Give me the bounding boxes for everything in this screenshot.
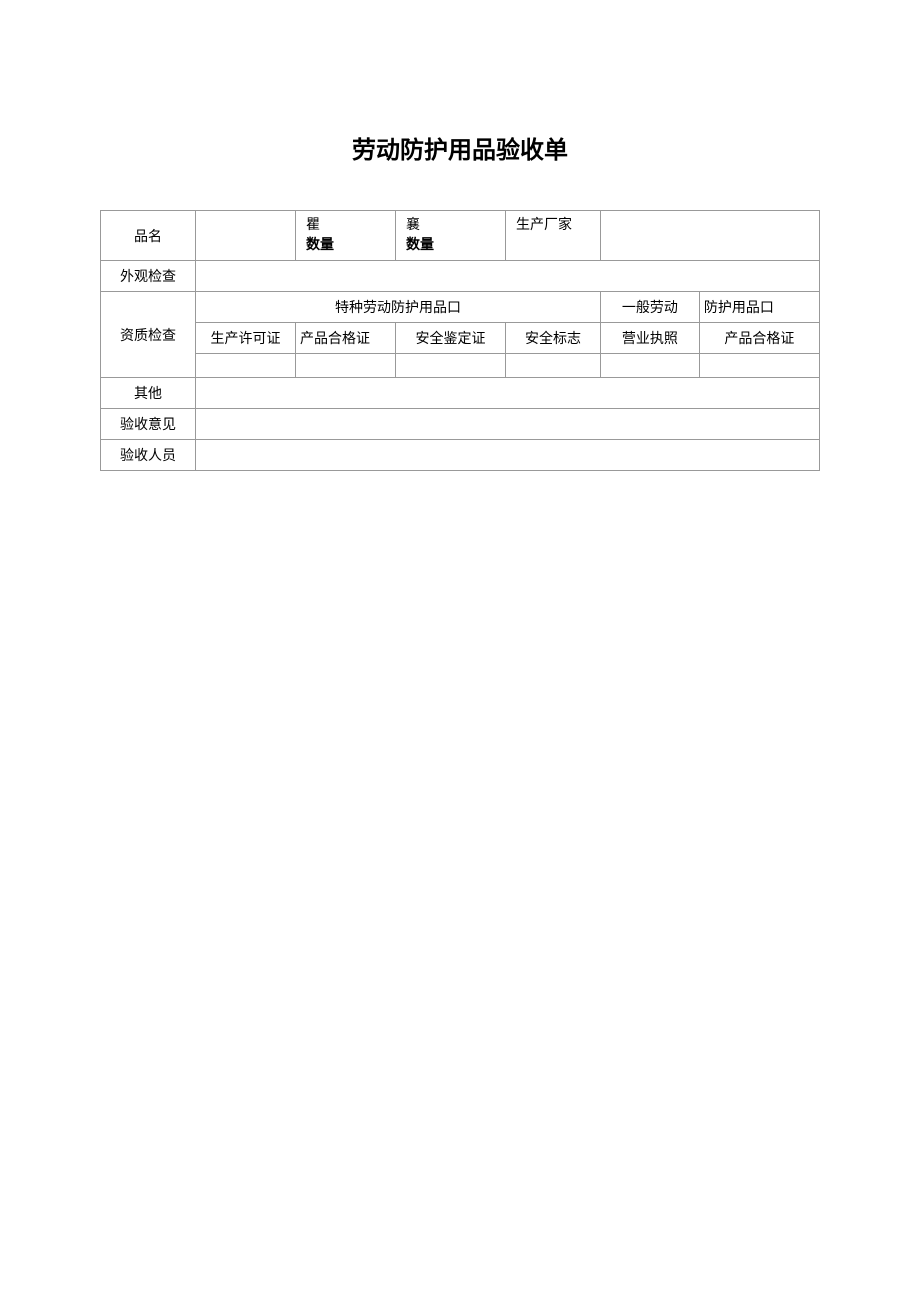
cell-product-cert1: 产品合格证 [296, 323, 396, 354]
inspection-table: 品名 瞿 数量 襄 数量 生产厂家 外观检查 资质检查 特种劳动防护用品口 一般… [100, 210, 820, 471]
table-row-other: 其他 [101, 378, 820, 409]
page-title: 劳动防护用品验收单 [100, 130, 820, 165]
label-qualification: 资质检查 [101, 292, 196, 378]
cell-opinion-value [196, 409, 820, 440]
cell-product-value [196, 211, 296, 261]
label-inspector: 验收人员 [101, 440, 196, 471]
table-row-qualification-header: 资质检查 特种劳动防护用品口 一般劳动 防护用品口 [101, 292, 820, 323]
cell-val3 [396, 354, 506, 378]
label-appearance: 外观检查 [101, 261, 196, 292]
cell-val2 [296, 354, 396, 378]
cell-appearance-value [196, 261, 820, 292]
cell-safety-cert: 安全鉴定证 [396, 323, 506, 354]
cell-val5 [601, 354, 700, 378]
cell-manufacturer-value [601, 211, 820, 261]
cell-business-license: 营业执照 [601, 323, 700, 354]
qty2-line2: 数量 [406, 238, 434, 253]
table-row-qualification-values [101, 354, 820, 378]
label-product-name: 品名 [101, 211, 196, 261]
cell-val1 [196, 354, 296, 378]
cell-val4 [506, 354, 601, 378]
table-row-inspector: 验收人员 [101, 440, 820, 471]
cell-protective-equipment: 防护用品口 [699, 292, 819, 323]
label-other: 其他 [101, 378, 196, 409]
cell-manufacturer-label: 生产厂家 [506, 211, 601, 261]
cell-inspector-value [196, 440, 820, 471]
qty1-line2: 数量 [306, 238, 334, 253]
table-row-opinion: 验收意见 [101, 409, 820, 440]
cell-product-cert2: 产品合格证 [699, 323, 819, 354]
label-opinion: 验收意见 [101, 409, 196, 440]
qty1-line1: 瞿 [306, 218, 320, 233]
qty2-line1: 襄 [406, 218, 420, 233]
cell-production-license: 生产许可证 [196, 323, 296, 354]
cell-special-products: 特种劳动防护用品口 [196, 292, 601, 323]
cell-safety-mark: 安全标志 [506, 323, 601, 354]
cell-val6 [699, 354, 819, 378]
cell-qty1: 瞿 数量 [296, 211, 396, 261]
cell-general-labor: 一般劳动 [601, 292, 700, 323]
table-row-product: 品名 瞿 数量 襄 数量 生产厂家 [101, 211, 820, 261]
table-row-qualification-sub: 生产许可证 产品合格证 安全鉴定证 安全标志 营业执照 产品合格证 [101, 323, 820, 354]
cell-qty2: 襄 数量 [396, 211, 506, 261]
table-row-appearance: 外观检查 [101, 261, 820, 292]
cell-other-value [196, 378, 820, 409]
